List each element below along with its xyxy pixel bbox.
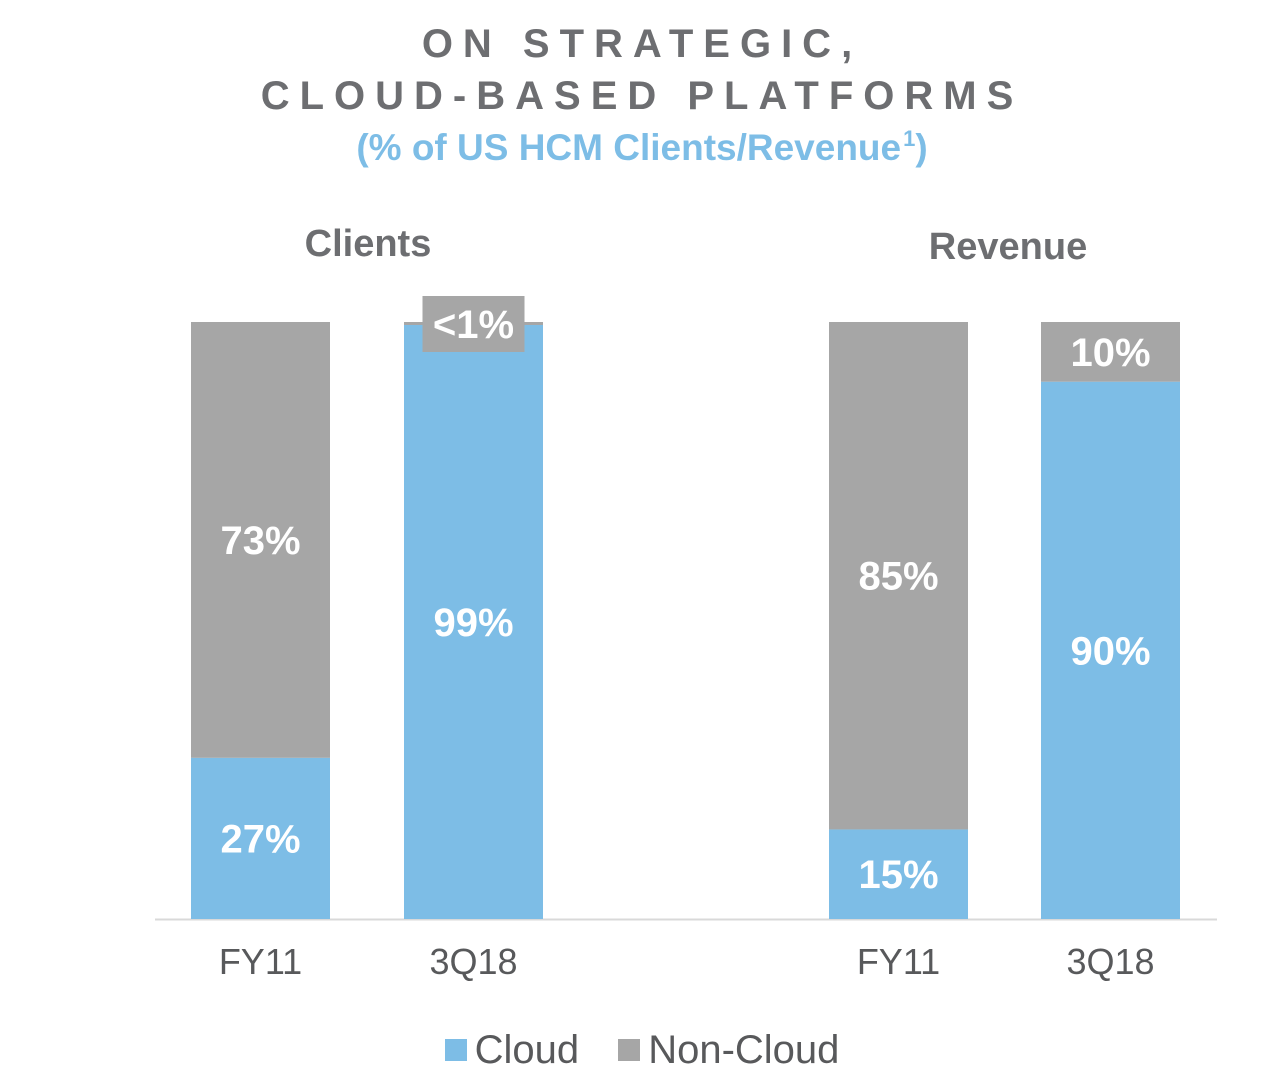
data-label-clients-fy11-non-cloud: 73% (220, 519, 300, 563)
data-label-revenue-fy11-non-cloud: 85% (858, 555, 938, 599)
legend-label-non-cloud: Non-Cloud (648, 1027, 840, 1072)
chart-title-line-1: ON STRATEGIC, (421, 22, 863, 66)
data-label-clients-3q18-cloud: 99% (433, 601, 513, 645)
bar-revenue-3q18-non-cloud (1041, 322, 1180, 382)
chart-subtitle: (% of US HCM Clients/Revenue1) (0, 126, 1284, 169)
subtitle-footnote-marker: 1 (903, 126, 916, 151)
legend-swatch-cloud (444, 1039, 467, 1061)
bar-revenue-fy11-cloud (829, 829, 968, 919)
tick-label-clients-fy11: FY11 (219, 941, 302, 982)
bar-revenue-fy11-non-cloud (829, 322, 968, 830)
panel-title-revenue: Revenue (929, 226, 1087, 268)
data-label-clients-3q18-non-cloud: <1% (433, 303, 514, 347)
legend-item-cloud: Cloud (444, 1027, 580, 1073)
bar-clients-3q18-cloud (404, 324, 543, 919)
stacked-bar-charts: Clients 27% 73% FY11 99% <1% 3Q18 Revenue 15% 85%… (155, 223, 1217, 982)
tick-label-clients-3q18: 3Q18 (429, 941, 517, 982)
bar-clients-fy11-cloud (191, 757, 330, 919)
panel-title-clients: Clients (305, 223, 432, 265)
data-label-revenue-fy11-cloud: 15% (858, 853, 938, 897)
bar-revenue-3q18-cloud (1041, 381, 1180, 919)
legend-label-cloud: Cloud (474, 1027, 580, 1072)
tick-label-revenue-3q18: 3Q18 (1066, 941, 1154, 982)
data-label-clients-fy11-cloud: 27% (220, 817, 300, 861)
legend: Cloud Non-Cloud (0, 1026, 1284, 1073)
subtitle-text: (% of US HCM Clients/Revenue (356, 127, 902, 168)
tick-label-revenue-fy11: FY11 (857, 941, 940, 982)
data-label-revenue-3q18-cloud: 90% (1070, 629, 1150, 673)
data-label-box-clients-3q18-non-cloud (422, 296, 525, 352)
bar-clients-fy11-non-cloud (191, 322, 330, 758)
subtitle-close: ) (915, 127, 928, 168)
legend-item-non-cloud: Non-Cloud (618, 1028, 839, 1073)
data-label-revenue-3q18-non-cloud: 10% (1070, 331, 1150, 375)
chart-title-line-2: CLOUD-BASED PLATFORMS (260, 74, 1024, 118)
legend-swatch-non-cloud (618, 1039, 641, 1061)
